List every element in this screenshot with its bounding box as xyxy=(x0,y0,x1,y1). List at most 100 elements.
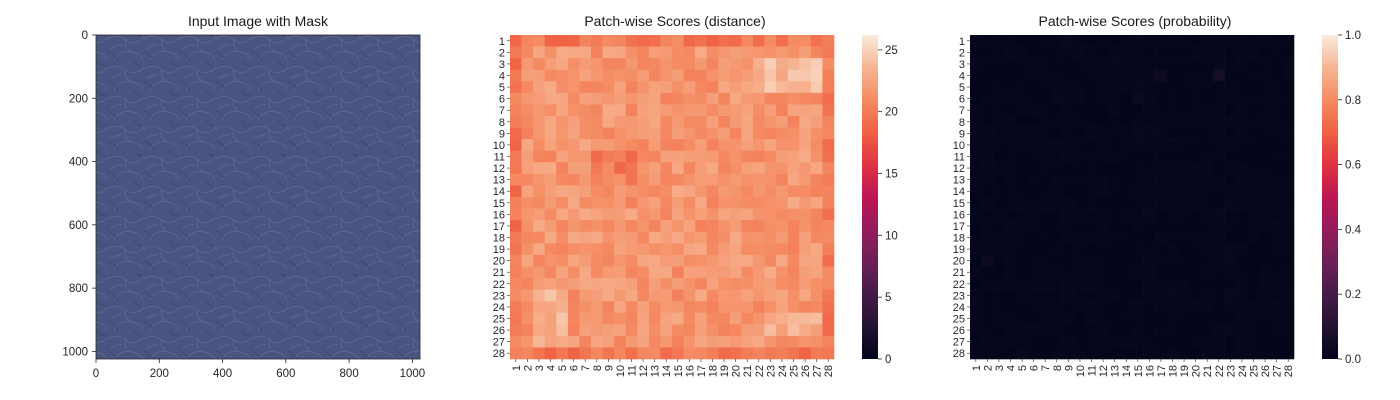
heatmap-cell xyxy=(683,173,696,186)
heatmap-cell xyxy=(1224,185,1237,198)
heatmap-cell xyxy=(1143,46,1156,59)
heatmap-cell xyxy=(510,289,522,302)
heatmap-cell xyxy=(1004,104,1017,117)
heatmap-cell xyxy=(718,324,731,337)
heatmap-cell xyxy=(695,301,708,314)
heatmap-cell xyxy=(544,35,557,47)
col-label: 11 xyxy=(1087,365,1099,376)
heatmap-cell xyxy=(1027,104,1040,117)
heatmap-cell xyxy=(579,220,592,233)
heatmap-cell xyxy=(579,150,592,163)
heatmap-cell xyxy=(695,324,708,337)
heatmap-cell xyxy=(993,139,1006,152)
col-label: 1 xyxy=(511,365,523,371)
heatmap-cell xyxy=(1189,139,1202,152)
heatmap-cell xyxy=(648,347,661,360)
heatmap-cell xyxy=(764,58,777,71)
heatmap-cell xyxy=(1236,231,1249,244)
heatmap-cell xyxy=(1074,301,1087,314)
col-label: 10 xyxy=(1075,365,1087,377)
heatmap-cell xyxy=(1282,301,1295,314)
heatmap-cell xyxy=(660,220,673,233)
heatmap-cell xyxy=(981,220,994,233)
heatmap-cell xyxy=(1224,139,1237,152)
heatmap-cell xyxy=(1108,278,1121,290)
heatmap-cell xyxy=(764,35,777,47)
heatmap-cell xyxy=(1062,347,1075,360)
heatmap-cell xyxy=(1270,254,1283,267)
heatmap-cell xyxy=(1259,127,1272,140)
heatmap-cell xyxy=(1120,312,1133,325)
heatmap-cell xyxy=(718,231,731,244)
row-label: 6 xyxy=(499,94,505,106)
heatmap-cell xyxy=(1016,127,1029,140)
heatmap-cell xyxy=(822,69,835,82)
col-label: 7 xyxy=(580,365,592,371)
heatmap-cell xyxy=(1166,139,1179,152)
heatmap-cell xyxy=(1085,92,1098,105)
heatmap-cell xyxy=(695,254,708,267)
heatmap-cell xyxy=(981,312,994,325)
heatmap-cell xyxy=(822,266,835,279)
heatmap-cell xyxy=(1189,104,1202,117)
heatmap-cell xyxy=(787,162,800,175)
heatmap-cell xyxy=(1143,116,1156,128)
heatmap-cell xyxy=(822,81,835,94)
heatmap-cell xyxy=(1051,185,1063,198)
heatmap-cell xyxy=(579,231,592,244)
heatmap-cell xyxy=(510,185,522,198)
heatmap-cell xyxy=(718,278,731,290)
heatmap-cell xyxy=(1270,46,1283,59)
heatmap-cell xyxy=(1270,220,1283,233)
heatmap-cell xyxy=(764,139,777,152)
heatmap-cell xyxy=(764,150,777,163)
heatmap-cell xyxy=(706,127,719,140)
heatmap-cell xyxy=(1213,139,1225,152)
heatmap-cell xyxy=(614,208,627,221)
heatmap-cell xyxy=(591,58,603,71)
heatmap-cell xyxy=(1189,150,1202,163)
heatmap-cell xyxy=(1004,162,1017,175)
heatmap-cell xyxy=(799,254,812,267)
heatmap-cell xyxy=(510,266,522,279)
heatmap-cell xyxy=(1074,92,1087,105)
heatmap-cell xyxy=(799,104,812,117)
heatmap-cell xyxy=(660,81,673,94)
heatmap-cell xyxy=(1074,58,1087,71)
heatmap-cell xyxy=(625,278,638,290)
heatmap-cell xyxy=(556,208,569,221)
heatmap-cell xyxy=(753,150,765,163)
heatmap-cell xyxy=(1004,254,1017,267)
heatmap-cell xyxy=(591,35,603,47)
heatmap-cell xyxy=(1166,301,1179,314)
heatmap-cell xyxy=(1120,69,1133,82)
heatmap-cell xyxy=(729,278,742,290)
heatmap-cell xyxy=(1201,243,1214,256)
heatmap-cell xyxy=(776,347,789,360)
heatmap-cell xyxy=(741,35,754,47)
heatmap-cell xyxy=(718,81,731,94)
heatmap-cell xyxy=(729,92,742,105)
heatmap-cell xyxy=(1224,324,1237,337)
heatmap-cell xyxy=(556,116,569,128)
heatmap-cell xyxy=(1085,266,1098,279)
distance-heatmap-col-labels: 1 2 3 4 5 6 7 8 9 10 11 12 13 14 15 16 17 18 19 20 21 22 23 24 2… xyxy=(511,359,835,377)
row-label: 28 xyxy=(493,348,505,360)
heatmap-cell xyxy=(993,208,1006,221)
heatmap-cell xyxy=(970,185,982,198)
heatmap-cell xyxy=(1166,347,1179,360)
heatmap-cell xyxy=(660,335,673,348)
col-label: 5 xyxy=(557,365,569,371)
heatmap-cell xyxy=(637,35,650,47)
heatmap-cell xyxy=(1085,81,1098,94)
heatmap-cell xyxy=(1085,139,1098,152)
heatmap-cell xyxy=(729,254,742,267)
heatmap-cell xyxy=(753,208,765,221)
heatmap-cell xyxy=(753,104,765,117)
heatmap-cell xyxy=(753,231,765,244)
heatmap-cell xyxy=(1270,127,1283,140)
heatmap-cell xyxy=(1097,173,1110,186)
heatmap-cell xyxy=(637,301,650,314)
heatmap-cell xyxy=(776,220,789,233)
heatmap-cell xyxy=(614,173,627,186)
